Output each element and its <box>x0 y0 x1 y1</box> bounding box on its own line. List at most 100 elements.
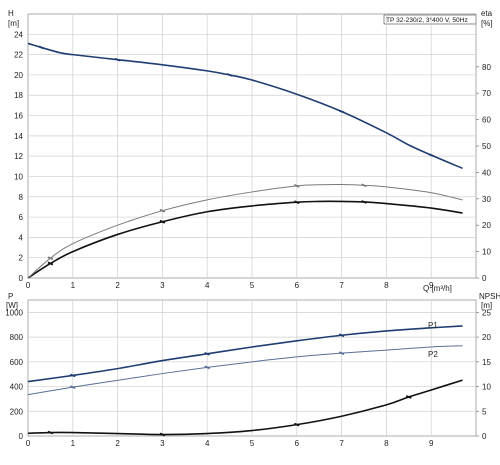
upper-series-efficiency-marker <box>293 200 300 205</box>
upper-left-tick-label: 18 <box>14 91 23 100</box>
lower-series-p1-marker <box>69 373 76 378</box>
upper-series-efficiency-marker <box>361 200 367 204</box>
lower-left-tick-label: 1000 <box>5 308 23 317</box>
upper-series-efficiency-marker <box>159 219 166 224</box>
upper-right-tick-label: 20 <box>482 221 491 230</box>
upper-left-tick-label: 14 <box>14 132 23 141</box>
p1-curve-label: P1 <box>428 321 438 330</box>
upper-left-tick-label: 6 <box>19 213 24 222</box>
chart-title-box: TP 32-230/2, 3*400 V, 50Hz <box>383 14 477 25</box>
lower-series-p2-line <box>27 345 463 396</box>
lower-series-npsh-marker <box>159 432 166 437</box>
lower-left-tick-label: 200 <box>10 407 24 416</box>
upper-left-tick-label: 16 <box>14 112 23 121</box>
upper-series-head-marker <box>428 153 435 157</box>
x-axis-title: Q [m³/h] <box>423 284 452 293</box>
upper-series-head-marker <box>338 109 345 114</box>
lower-x-tick-label: 0 <box>26 439 31 448</box>
upper-left-tick-label: 8 <box>19 193 24 202</box>
upper-x-tick-label: 6 <box>295 281 300 290</box>
lower-series-p1-line <box>27 325 463 383</box>
lower-left-axis-title: P <box>8 292 13 301</box>
upper-left-tick-label: 20 <box>14 71 23 80</box>
lower-right-tick-label: 15 <box>482 358 491 367</box>
upper-right-axis-unit: [%] <box>481 19 493 28</box>
upper-series-eta_thin-marker <box>361 183 367 188</box>
lower-series-p1-marker <box>204 351 211 356</box>
upper-series-efficiency-marker <box>47 261 54 266</box>
upper-right-tick-label: 30 <box>482 195 491 204</box>
lower-series-npsh-marker <box>47 430 54 435</box>
upper-series-efficiency-line <box>27 200 463 279</box>
upper-left-tick-label: 4 <box>19 233 24 242</box>
lower-series-npsh-marker <box>293 422 300 427</box>
upper-left-tick-label: 22 <box>14 51 23 60</box>
upper-series-head-line <box>27 42 463 170</box>
lower-right-tick-label: 10 <box>482 383 491 392</box>
lower-x-tick-label: 6 <box>295 439 300 448</box>
lower-x-tick-label: 9 <box>429 439 434 448</box>
lower-x-tick-label: 3 <box>160 439 165 448</box>
upper-x-tick-label: 5 <box>250 281 255 290</box>
lower-left-tick-label: 0 <box>19 432 24 441</box>
lower-series-p2-marker <box>69 385 76 389</box>
lower-left-tick-label: 800 <box>10 333 24 342</box>
upper-right-tick-label: 10 <box>482 248 491 257</box>
upper-left-tick-label: 10 <box>14 172 23 181</box>
lower-x-tick-label: 2 <box>115 439 120 448</box>
upper-right-tick-label: 0 <box>482 274 487 283</box>
lower-x-tick-label: 4 <box>205 439 210 448</box>
upper-series-eta_thin-line <box>27 184 463 279</box>
upper-series-eta_thin-marker <box>159 208 166 213</box>
tick-labels-layer: 0 1 2 3 4 5 6 7 8 9024681012141618202224010203040… <box>5 30 491 448</box>
upper-right-tick-label: 60 <box>482 116 491 125</box>
lower-left-tick-label: 600 <box>10 358 24 367</box>
upper-left-tick-label: 2 <box>19 254 24 263</box>
upper-right-tick-label: 80 <box>482 63 491 72</box>
lower-x-tick-label: 7 <box>339 439 344 448</box>
upper-series-eta_thin-marker <box>47 256 54 261</box>
lower-series-npsh-marker <box>405 395 412 399</box>
lower-right-tick-label: 0 <box>482 432 487 441</box>
upper-left-axis-title: H <box>8 9 14 18</box>
upper-left-axis-unit: [m] <box>8 19 19 28</box>
lower-right-axis-title: NPSH <box>479 292 500 301</box>
upper-series-head-marker <box>114 57 121 62</box>
upper-series-head-marker <box>38 45 45 50</box>
upper-left-tick-label: 24 <box>14 30 23 39</box>
chart-title: TP 32-230/2, 3*400 V, 50Hz <box>386 17 468 24</box>
lower-right-tick-label: 20 <box>482 333 491 342</box>
upper-x-tick-label: 4 <box>205 281 210 290</box>
grid-layer <box>27 13 477 437</box>
p2-curve-label: P2 <box>428 350 438 359</box>
lower-x-tick-label: 1 <box>71 439 76 448</box>
upper-right-axis-title: eta <box>481 9 493 18</box>
upper-x-tick-label: 1 <box>71 281 76 290</box>
lower-x-tick-label: 8 <box>384 439 389 448</box>
lower-left-axis-unit: [W] <box>6 301 18 310</box>
lower-series-p2-marker <box>204 365 211 370</box>
lower-x-tick-label: 5 <box>250 439 255 448</box>
lower-right-tick-label: 25 <box>482 308 491 317</box>
upper-x-tick-label: 9 <box>429 281 434 290</box>
upper-left-tick-label: 12 <box>14 152 23 161</box>
upper-right-tick-label: 50 <box>482 142 491 151</box>
upper-right-tick-label: 70 <box>482 89 491 98</box>
lower-series-p2-marker <box>338 351 345 355</box>
lower-right-tick-label: 5 <box>482 407 487 416</box>
upper-series-eta_thin-marker <box>293 184 300 188</box>
upper-x-tick-label: 0 <box>26 281 31 290</box>
lower-series-npsh-line <box>27 379 463 436</box>
lower-series-p1-marker <box>338 333 345 338</box>
upper-x-tick-label: 3 <box>160 281 165 290</box>
upper-right-tick-label: 40 <box>482 168 491 177</box>
upper-x-tick-label: 7 <box>339 281 344 290</box>
upper-series-head-marker <box>226 73 233 77</box>
upper-x-tick-label: 8 <box>384 281 389 290</box>
upper-x-tick-label: 2 <box>115 281 120 290</box>
upper-left-tick-label: 0 <box>19 274 24 283</box>
lower-right-axis-unit: [m] <box>481 301 492 310</box>
series-layer <box>27 42 463 437</box>
